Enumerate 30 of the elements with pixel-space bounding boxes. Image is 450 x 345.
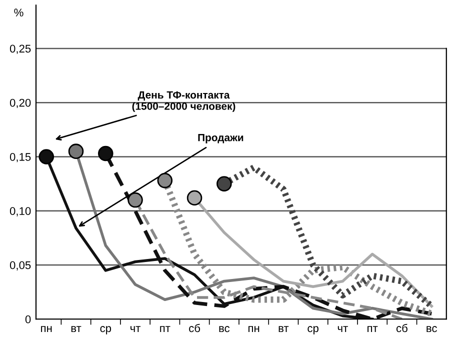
x-tick-label: пн	[248, 326, 260, 332]
x-tick-label: пн	[41, 326, 52, 332]
x-tick-label: чт	[338, 326, 348, 332]
point	[68, 144, 84, 159]
point	[186, 190, 202, 206]
x-tick-label: чт	[130, 326, 141, 332]
y-tick-label: 0,05	[10, 261, 31, 270]
x-tick-label: пт	[368, 326, 378, 332]
x-tick-label: сб	[189, 324, 200, 332]
x-tick-label: ср	[308, 326, 318, 334]
point	[128, 192, 143, 208]
x-tick-label: вт	[71, 326, 82, 332]
y-axis-title: %	[14, 8, 24, 16]
y-tick-label: 0	[25, 315, 31, 324]
y-tick-label: 0,15	[10, 153, 31, 162]
x-tick-label: пт	[160, 326, 170, 332]
x-tick-label: вс	[219, 326, 230, 332]
y-tick-label: 0,10	[10, 207, 31, 216]
y-tick-label: 0,25	[10, 44, 31, 54]
annotation: День ТФ-контакта (1500–2000 человек)	[132, 91, 236, 112]
point	[216, 176, 232, 192]
x-tick-label: сб	[396, 324, 408, 332]
y-tick-label: 0,20	[10, 98, 31, 108]
annotation: Продажи	[198, 134, 244, 144]
point	[38, 149, 54, 164]
point	[98, 146, 114, 162]
point	[157, 172, 173, 188]
x-tick-label: вт	[278, 326, 289, 332]
x-tick-label: ср	[100, 326, 112, 334]
x-tick-label: вс	[426, 326, 437, 332]
